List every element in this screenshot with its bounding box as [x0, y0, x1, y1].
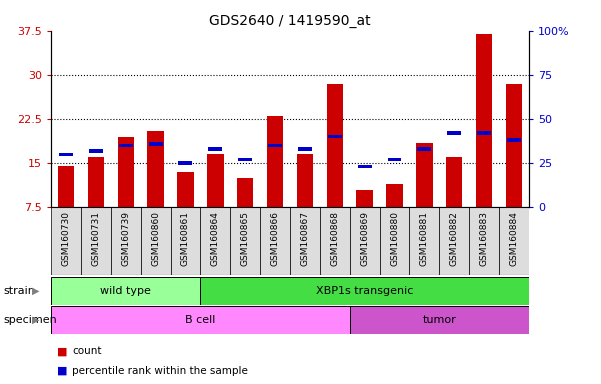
Bar [141, 207, 171, 275]
Bar [59, 152, 73, 156]
Bar [237, 178, 254, 207]
Bar [505, 84, 522, 207]
Text: GSM160880: GSM160880 [390, 211, 399, 266]
Text: GSM160867: GSM160867 [300, 211, 310, 266]
Text: percentile rank within the sample: percentile rank within the sample [72, 366, 248, 376]
Text: count: count [72, 346, 102, 356]
Text: B cell: B cell [185, 314, 216, 325]
Bar [207, 154, 224, 207]
Bar [326, 84, 343, 207]
Text: GSM160881: GSM160881 [420, 211, 429, 266]
Bar [268, 144, 282, 147]
Bar [178, 161, 192, 165]
Bar [171, 207, 200, 275]
Bar [328, 135, 342, 139]
Text: ▶: ▶ [32, 314, 40, 325]
Text: GSM160869: GSM160869 [360, 211, 369, 266]
Bar [177, 172, 194, 207]
Bar [386, 184, 403, 207]
Text: GSM160864: GSM160864 [211, 211, 220, 266]
Text: ▶: ▶ [32, 286, 40, 296]
Bar [476, 34, 492, 207]
Text: GSM160860: GSM160860 [151, 211, 160, 266]
Bar [358, 165, 371, 169]
Bar [507, 139, 521, 142]
Text: GSM160866: GSM160866 [270, 211, 279, 266]
Bar [439, 207, 469, 275]
Bar [260, 207, 290, 275]
Bar [230, 207, 260, 275]
Bar [58, 166, 75, 207]
Bar [200, 207, 230, 275]
Text: ■: ■ [57, 366, 67, 376]
Bar [409, 207, 439, 275]
Bar [81, 207, 111, 275]
Bar [118, 137, 134, 207]
Text: GSM160883: GSM160883 [480, 211, 489, 266]
Bar [356, 190, 373, 207]
Bar [147, 131, 164, 207]
Bar [89, 149, 103, 152]
Text: GSM160861: GSM160861 [181, 211, 190, 266]
Text: specimen: specimen [3, 314, 56, 325]
Bar [51, 306, 350, 333]
Bar [209, 147, 222, 151]
Text: GSM160739: GSM160739 [121, 211, 130, 266]
Text: GSM160731: GSM160731 [91, 211, 100, 266]
Bar [111, 207, 141, 275]
Bar [200, 277, 529, 305]
Text: GSM160730: GSM160730 [61, 211, 70, 266]
Text: strain: strain [3, 286, 35, 296]
Bar [320, 207, 350, 275]
Bar [447, 131, 461, 135]
Bar [238, 158, 252, 161]
Text: wild type: wild type [100, 286, 151, 296]
Bar [380, 207, 409, 275]
Bar [290, 207, 320, 275]
Bar [499, 207, 529, 275]
Bar [51, 207, 81, 275]
Text: tumor: tumor [423, 314, 456, 325]
Bar [417, 147, 432, 151]
Bar [51, 277, 200, 305]
Title: GDS2640 / 1419590_at: GDS2640 / 1419590_at [209, 14, 371, 28]
Bar [267, 116, 283, 207]
Bar [477, 131, 491, 135]
Text: XBP1s transgenic: XBP1s transgenic [316, 286, 413, 296]
Bar [350, 306, 529, 333]
Text: GSM160865: GSM160865 [240, 211, 249, 266]
Bar [297, 154, 313, 207]
Text: GSM160868: GSM160868 [331, 211, 340, 266]
Bar [388, 158, 401, 161]
Text: GSM160884: GSM160884 [510, 211, 519, 266]
Text: ■: ■ [57, 346, 67, 356]
Bar [350, 207, 380, 275]
Bar [416, 142, 433, 207]
Bar [88, 157, 104, 207]
Bar [298, 147, 312, 151]
Bar [148, 142, 163, 146]
Bar [469, 207, 499, 275]
Bar [119, 144, 133, 147]
Text: GSM160882: GSM160882 [450, 211, 459, 266]
Bar [446, 157, 462, 207]
